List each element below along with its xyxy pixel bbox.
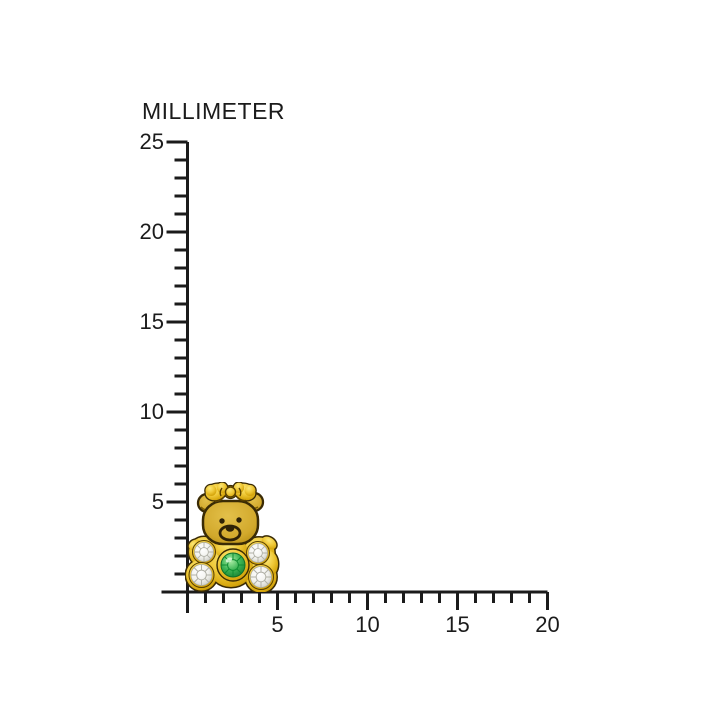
teddy-bear-product-image (185, 482, 281, 592)
y-axis-tick-label-20: 20 (139, 219, 164, 244)
y-axis-tick-label-5: 5 (151, 489, 164, 514)
bear-nose (225, 525, 235, 532)
white-crystals (188, 540, 274, 590)
y-axis-tick-label-10: 10 (139, 399, 164, 424)
bear-eye-left (219, 518, 225, 524)
bear-bow (202, 482, 259, 505)
x-axis-tick-label-20: 20 (535, 612, 560, 637)
x-axis-tick-label-10: 10 (355, 612, 380, 637)
x-axis-tick-label-15: 15 (445, 612, 470, 637)
bear-face (218, 517, 242, 542)
bear-eye-right (236, 517, 242, 523)
y-axis-tick-label-15: 15 (139, 309, 164, 334)
y-axis-tick-label-25: 25 (139, 129, 164, 154)
green-crystal (216, 548, 250, 582)
unit-title: MILLIMETER (142, 98, 286, 124)
bear-head (201, 499, 260, 546)
x-axis-tick-label-5: 5 (271, 612, 284, 637)
